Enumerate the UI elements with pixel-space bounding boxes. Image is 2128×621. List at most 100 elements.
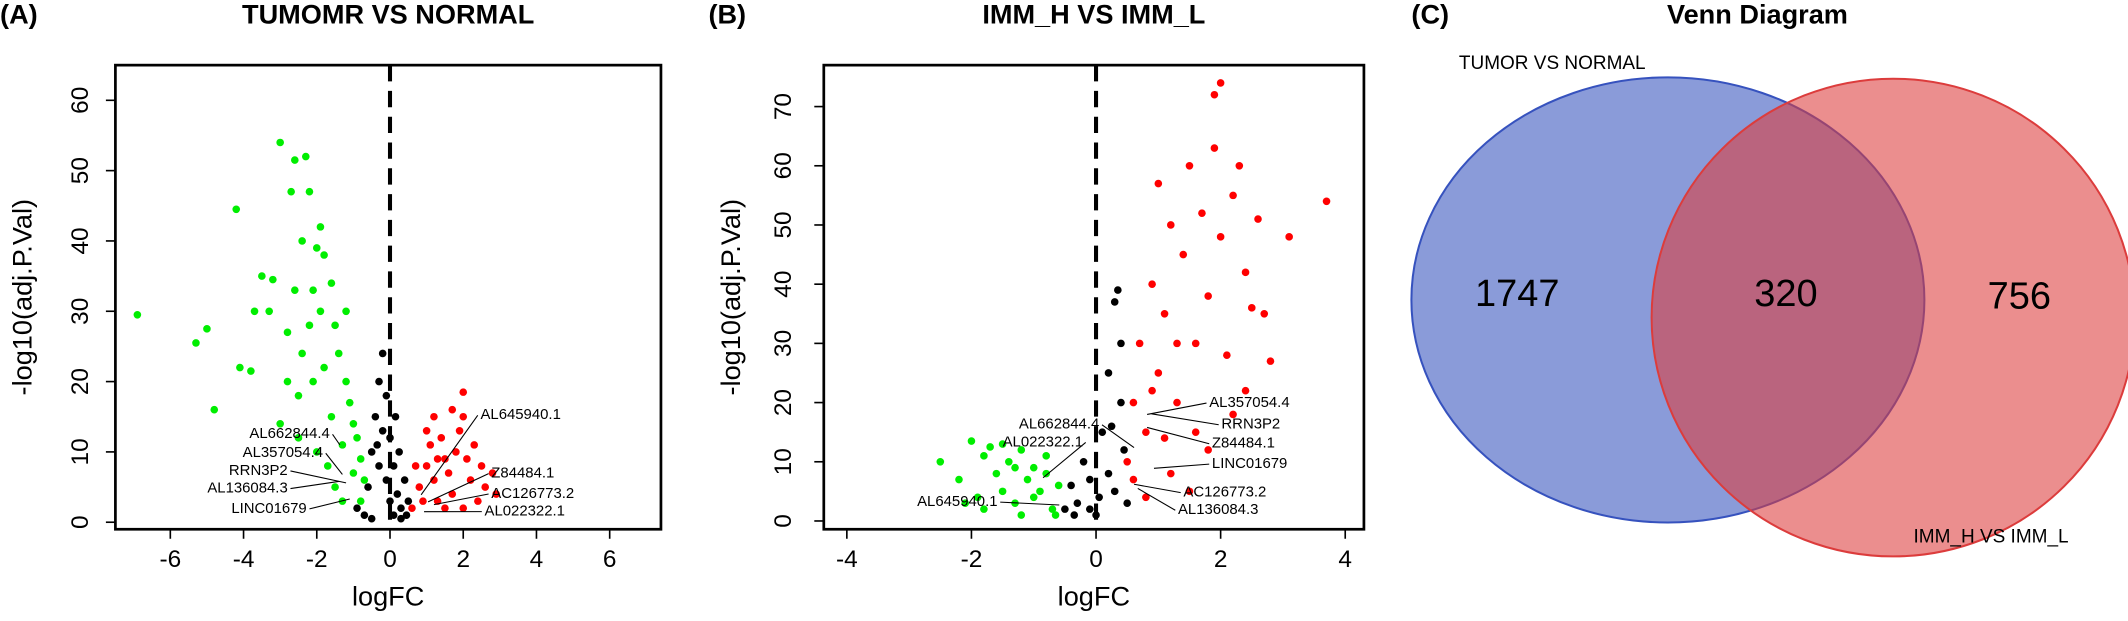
point bbox=[1160, 434, 1169, 442]
point bbox=[1042, 452, 1050, 460]
point bbox=[334, 349, 343, 358]
point bbox=[1142, 428, 1150, 436]
point bbox=[1235, 161, 1244, 170]
annotation: AC126773.2 bbox=[1183, 484, 1266, 501]
point bbox=[305, 321, 314, 330]
leader-line bbox=[427, 473, 489, 503]
point bbox=[955, 475, 963, 484]
point bbox=[1048, 505, 1057, 513]
leader-line bbox=[1153, 463, 1210, 469]
point bbox=[1247, 304, 1256, 312]
venn-set bbox=[1650, 77, 2128, 558]
point bbox=[470, 441, 479, 449]
point bbox=[309, 377, 317, 386]
point bbox=[312, 244, 321, 252]
x-tick-label: 4 bbox=[1338, 546, 1352, 573]
point bbox=[395, 448, 403, 456]
annotation: AL022322.1 bbox=[485, 503, 565, 520]
point bbox=[1266, 357, 1275, 365]
point bbox=[463, 455, 471, 463]
y-tick-label: 60 bbox=[67, 87, 94, 114]
point bbox=[481, 483, 490, 491]
point bbox=[1098, 428, 1107, 436]
panel-label: (C) bbox=[1411, 0, 1449, 29]
point bbox=[250, 307, 259, 316]
chart-title: IMM_H VS IMM_L bbox=[982, 0, 1205, 29]
point bbox=[1017, 446, 1026, 454]
point bbox=[327, 412, 336, 421]
point bbox=[327, 279, 336, 287]
point bbox=[378, 427, 387, 435]
point bbox=[283, 328, 292, 337]
point bbox=[459, 388, 468, 396]
y-tick-label: 50 bbox=[67, 157, 94, 184]
point bbox=[973, 493, 982, 502]
point bbox=[367, 514, 376, 523]
x-tick-label: -4 bbox=[233, 546, 255, 573]
point bbox=[1223, 351, 1231, 360]
point bbox=[430, 412, 438, 421]
point bbox=[448, 490, 457, 498]
point bbox=[210, 405, 219, 414]
point bbox=[1104, 469, 1113, 478]
point bbox=[360, 476, 369, 484]
point bbox=[232, 205, 241, 214]
y-tick-label: 10 bbox=[67, 438, 94, 465]
point bbox=[967, 437, 976, 445]
region-count: 756 bbox=[1988, 276, 2051, 318]
point bbox=[459, 412, 468, 421]
point bbox=[393, 490, 402, 498]
point bbox=[1117, 339, 1125, 348]
point bbox=[1216, 233, 1225, 241]
annotation: AL022322.1 bbox=[1003, 433, 1083, 450]
chart-title: Venn Diagram bbox=[1667, 0, 1848, 29]
set-label: TUMOR VS NORMAL bbox=[1459, 53, 1646, 74]
point bbox=[1210, 90, 1219, 99]
point bbox=[441, 504, 449, 512]
point bbox=[1260, 309, 1269, 318]
point bbox=[203, 325, 211, 333]
point bbox=[382, 391, 391, 400]
point bbox=[444, 469, 453, 477]
point bbox=[371, 412, 380, 421]
point bbox=[430, 476, 438, 484]
point bbox=[364, 483, 372, 491]
point bbox=[331, 321, 339, 330]
annotation: LINC01679 bbox=[1212, 455, 1287, 472]
point bbox=[397, 514, 405, 523]
plot-frame bbox=[822, 63, 1366, 531]
point bbox=[1148, 280, 1156, 288]
point bbox=[1173, 339, 1181, 348]
point bbox=[1166, 469, 1175, 478]
point bbox=[1191, 339, 1200, 348]
point bbox=[986, 443, 994, 451]
point bbox=[316, 223, 325, 231]
point bbox=[323, 462, 332, 470]
point bbox=[283, 377, 292, 386]
point bbox=[1011, 463, 1019, 472]
point bbox=[378, 349, 387, 358]
point bbox=[375, 462, 383, 470]
point bbox=[331, 483, 339, 491]
point bbox=[192, 339, 200, 347]
point bbox=[1120, 446, 1128, 454]
x-tick-label: -6 bbox=[159, 546, 181, 573]
point bbox=[1129, 398, 1138, 407]
point bbox=[448, 405, 457, 414]
region-count: 1747 bbox=[1475, 273, 1560, 315]
x-tick-label: 0 bbox=[383, 546, 397, 573]
point bbox=[320, 363, 328, 372]
point bbox=[1204, 446, 1212, 454]
point bbox=[276, 419, 284, 428]
point bbox=[353, 504, 361, 512]
point bbox=[1241, 268, 1250, 277]
point bbox=[1095, 493, 1103, 502]
point bbox=[452, 448, 460, 456]
point bbox=[1285, 233, 1293, 241]
annotation: AL357054.4 bbox=[1209, 394, 1289, 411]
point bbox=[1191, 428, 1200, 436]
y-tick-label: 10 bbox=[770, 448, 797, 475]
leader-line bbox=[1000, 501, 1060, 506]
annotation: RRN3P2 bbox=[229, 462, 288, 479]
